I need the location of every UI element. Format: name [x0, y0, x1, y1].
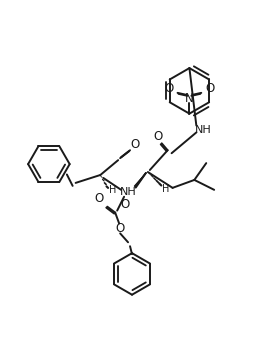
Text: H: H	[162, 184, 169, 194]
Text: NH: NH	[195, 126, 212, 135]
Text: O: O	[95, 192, 104, 205]
Text: O: O	[116, 222, 125, 235]
Text: N: N	[185, 92, 194, 105]
Text: O: O	[164, 82, 173, 95]
Text: H: H	[109, 185, 116, 195]
Text: O: O	[206, 82, 215, 95]
Text: O: O	[130, 138, 140, 151]
Text: NH: NH	[120, 187, 136, 197]
Text: O: O	[120, 198, 130, 211]
Text: O: O	[153, 130, 162, 143]
